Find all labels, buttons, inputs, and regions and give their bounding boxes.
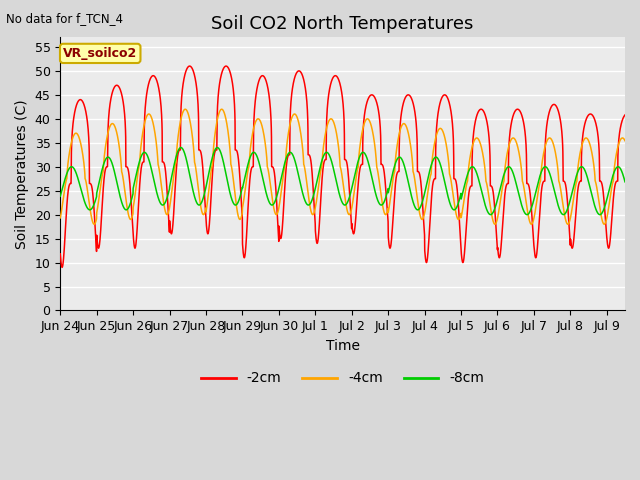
Y-axis label: Soil Temperatures (C): Soil Temperatures (C) — [15, 99, 29, 249]
Text: VR_soilco2: VR_soilco2 — [63, 47, 138, 60]
Text: No data for f_TCN_4: No data for f_TCN_4 — [6, 12, 124, 25]
Legend: -2cm, -4cm, -8cm: -2cm, -4cm, -8cm — [195, 366, 490, 391]
X-axis label: Time: Time — [326, 339, 360, 353]
Title: Soil CO2 North Temperatures: Soil CO2 North Temperatures — [211, 15, 474, 33]
